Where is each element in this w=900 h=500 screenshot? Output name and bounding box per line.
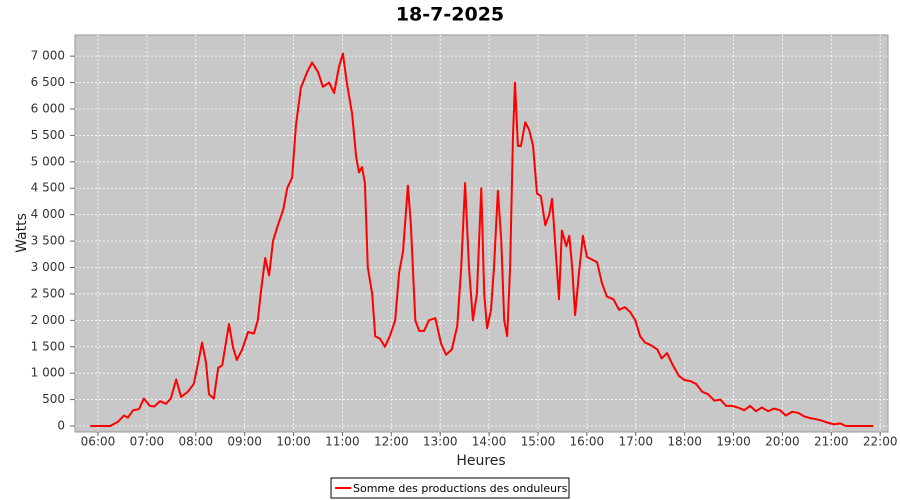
legend-items: Somme des productions des onduleurs — [335, 482, 568, 495]
series-line — [90, 52, 874, 427]
x-tick-label: 07:00 — [130, 435, 165, 449]
x-tick-label: 14:00 — [472, 435, 507, 449]
plot-area — [74, 34, 889, 433]
x-tick-label: 22:00 — [863, 435, 898, 449]
chart-title: 18-7-2025 — [396, 4, 504, 26]
x-tick-label: 16:00 — [570, 435, 605, 449]
x-tick-label: 13:00 — [423, 435, 458, 449]
y-tick-label: 2 000 — [31, 313, 65, 327]
y-tick-label: 4 000 — [31, 207, 65, 221]
x-axis-label: Heures — [456, 453, 505, 469]
x-tick-label: 11:00 — [325, 435, 360, 449]
marks — [90, 52, 874, 427]
y-tick-label: 5 000 — [31, 154, 65, 168]
x-tick-label: 21:00 — [814, 435, 849, 449]
y-tick-label: 1 500 — [31, 339, 65, 353]
y-tick-label: 6 500 — [31, 75, 65, 89]
y-tick-label: 500 — [42, 392, 65, 406]
y-tick-label: 7 000 — [31, 49, 65, 63]
y-tick-label: 3 000 — [31, 260, 65, 274]
x-tick-label: 19:00 — [716, 435, 751, 449]
y-tick-label: 2 500 — [31, 286, 65, 300]
x-tick-label: 20:00 — [765, 435, 800, 449]
x-tick-label: 10:00 — [276, 435, 311, 449]
y-tick-label: 0 — [57, 419, 65, 433]
x-tick-label: 15:00 — [521, 435, 556, 449]
legend-label: Somme des productions des onduleurs — [353, 482, 568, 495]
x-tick-label: 18:00 — [667, 435, 702, 449]
y-axis-label: Watts — [14, 213, 30, 253]
x-tick-label: 08:00 — [178, 435, 213, 449]
x-tick-label: 06:00 — [81, 435, 116, 449]
x-tick-label: 09:00 — [227, 435, 262, 449]
y-tick-label: 4 500 — [31, 181, 65, 195]
legend — [330, 477, 570, 499]
y-tick-label: 1 000 — [31, 366, 65, 380]
y-tick-label: 3 500 — [31, 234, 65, 248]
x-tick-label: 17:00 — [618, 435, 653, 449]
grid — [70, 35, 888, 436]
y-tick-label: 6 000 — [31, 101, 65, 115]
y-tick-label: 5 500 — [31, 128, 65, 142]
x-tick-label: 12:00 — [374, 435, 409, 449]
